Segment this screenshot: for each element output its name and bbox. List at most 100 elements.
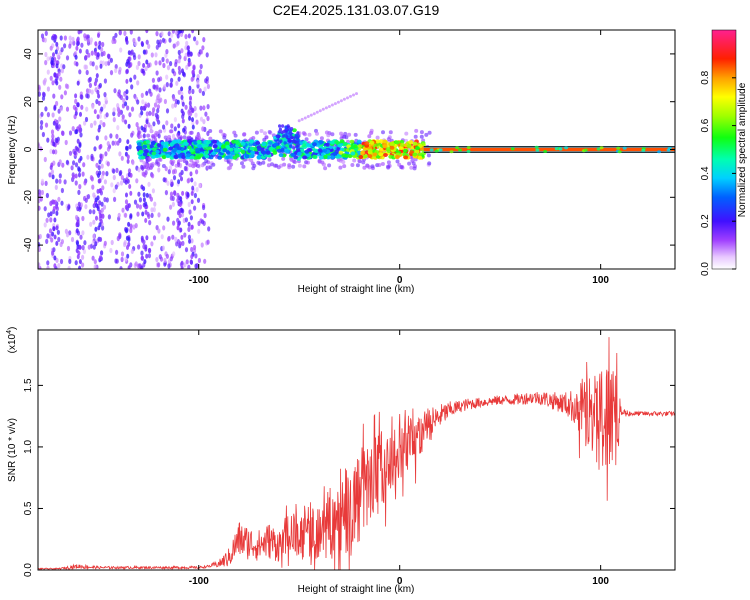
- spectrogram-cell: [297, 143, 301, 147]
- spectrogram-panel: -100 0 100 -40 -20 0 20 40 Height of straight l…: [7, 29, 676, 295]
- spectrogram-cell: [129, 227, 133, 234]
- spectrogram-cell: [57, 236, 61, 243]
- spectrogram-cell: [206, 83, 210, 90]
- spectrogram-cell: [39, 146, 43, 152]
- spectrogram-cell: [137, 54, 141, 60]
- spectrogram-cell: [99, 188, 102, 193]
- spectrogram-cell: [78, 48, 82, 54]
- spectrogram-cell: [198, 182, 202, 189]
- spectrogram-cell: [49, 211, 53, 217]
- spectrogram-cell: [109, 70, 114, 76]
- spectrogram-cell: [78, 245, 82, 250]
- spectrogram-cell: [64, 139, 68, 146]
- spectrogram-cell: [282, 162, 287, 167]
- spectrogram-cell: [196, 133, 201, 138]
- spectrogram-cell: [51, 250, 55, 256]
- colorbar-tick-label: 0.6: [700, 118, 711, 132]
- spectrogram-cell: [127, 168, 132, 174]
- spectrogram-cell: [57, 263, 61, 269]
- spectrogram-cell: [102, 122, 106, 128]
- spectrogram-cell: [291, 164, 296, 169]
- spectrogram-cell: [124, 179, 128, 185]
- spectrogram-cell: [207, 226, 211, 232]
- spectrogram-cell: [155, 30, 159, 37]
- spectrogram-cell: [174, 236, 178, 242]
- spectrogram-cell: [102, 50, 106, 57]
- spectrogram-cell: [173, 190, 177, 196]
- spectrogram-cell: [81, 171, 85, 177]
- spectrogram-cell: [136, 142, 142, 147]
- spectrogram-cell: [144, 103, 148, 109]
- spectrogram-cell: [197, 257, 201, 264]
- spectrogram-cell: [83, 120, 87, 126]
- spectrogram-cell: [144, 65, 148, 72]
- spectrogram-cell: [116, 140, 120, 146]
- spectrogram-cell: [191, 88, 195, 95]
- spectrogram-cell: [221, 144, 226, 149]
- spectrogram-cell: [206, 140, 212, 145]
- spectrogram-ytick-label: 20: [23, 96, 34, 108]
- spectrogram-cell: [171, 68, 175, 74]
- spectrogram-cell: [147, 43, 151, 50]
- spectrogram-cell: [58, 159, 62, 165]
- spectrogram-cell: [155, 257, 159, 263]
- spectrogram-cell: [47, 212, 51, 218]
- spectrogram-cell: [185, 160, 189, 166]
- spectrogram-cell: [357, 144, 363, 148]
- spectrogram-cell: [159, 97, 163, 103]
- snr-multiplier: (x104): [6, 327, 18, 354]
- spectrogram-cell: [169, 61, 173, 67]
- spectrogram-cell: [44, 122, 49, 128]
- spectrogram-cell: [93, 264, 97, 269]
- spectrogram-cell: [191, 108, 195, 114]
- spectrogram-cell: [126, 253, 130, 259]
- spectrogram-cell: [154, 60, 158, 66]
- spectrogram-cell: [155, 225, 159, 231]
- spectrogram-cell: [225, 144, 231, 149]
- spectrogram-cell: [135, 203, 140, 209]
- spectrogram-cell: [46, 260, 50, 266]
- spectrogram-cell: [38, 192, 42, 198]
- spectrogram-cell: [122, 98, 126, 104]
- spectrogram-cell: [182, 71, 185, 77]
- spectrogram-cell: [407, 161, 412, 166]
- spectrogram-ytick-label: -40: [23, 237, 34, 252]
- spectrogram-cell: [45, 238, 49, 244]
- spectrogram-cell: [38, 84, 41, 90]
- spectrogram-cell: [124, 199, 129, 205]
- spectrogram-cell: [140, 265, 144, 269]
- spectrogram-cell: [191, 161, 196, 166]
- spectrogram-cell: [65, 159, 69, 165]
- spectrogram-cell: [120, 175, 124, 181]
- spectrogram-cell: [109, 247, 113, 254]
- spectrogram-cell: [85, 49, 89, 55]
- spectrogram-cell: [326, 133, 331, 138]
- spectrogram-cell: [616, 146, 621, 150]
- spectrogram-cell: [234, 139, 240, 144]
- spectrogram-cell: [177, 58, 181, 64]
- spectrogram-cell: [43, 37, 47, 43]
- spectrogram-cell: [147, 253, 151, 259]
- spectrogram-cell: [292, 136, 296, 140]
- spectrogram-cell: [212, 139, 218, 144]
- spectrogram-cell: [300, 117, 304, 121]
- spectrogram-cell: [105, 112, 109, 118]
- spectrogram-cell: [60, 187, 64, 194]
- spectrogram-cell: [171, 30, 175, 34]
- spectrogram-cell: [110, 182, 114, 188]
- spectrogram-cell: [145, 119, 149, 125]
- spectrogram-cell: [59, 258, 64, 265]
- spectrogram-cell: [195, 263, 199, 269]
- spectrogram-cell: [157, 212, 161, 218]
- spectrogram-cell: [170, 32, 174, 38]
- spectrogram-cell: [218, 129, 223, 134]
- spectrogram-cell: [202, 37, 206, 43]
- spectrogram-cell: [147, 213, 151, 219]
- spectrogram-cell: [312, 142, 317, 147]
- spectrogram-cell: [329, 140, 335, 145]
- spectrogram-cell: [140, 110, 144, 116]
- spectrogram-cell: [109, 133, 113, 139]
- spectrogram-cell: [115, 133, 119, 139]
- spectrogram-cell: [55, 225, 59, 231]
- spectrogram-cell: [317, 148, 323, 153]
